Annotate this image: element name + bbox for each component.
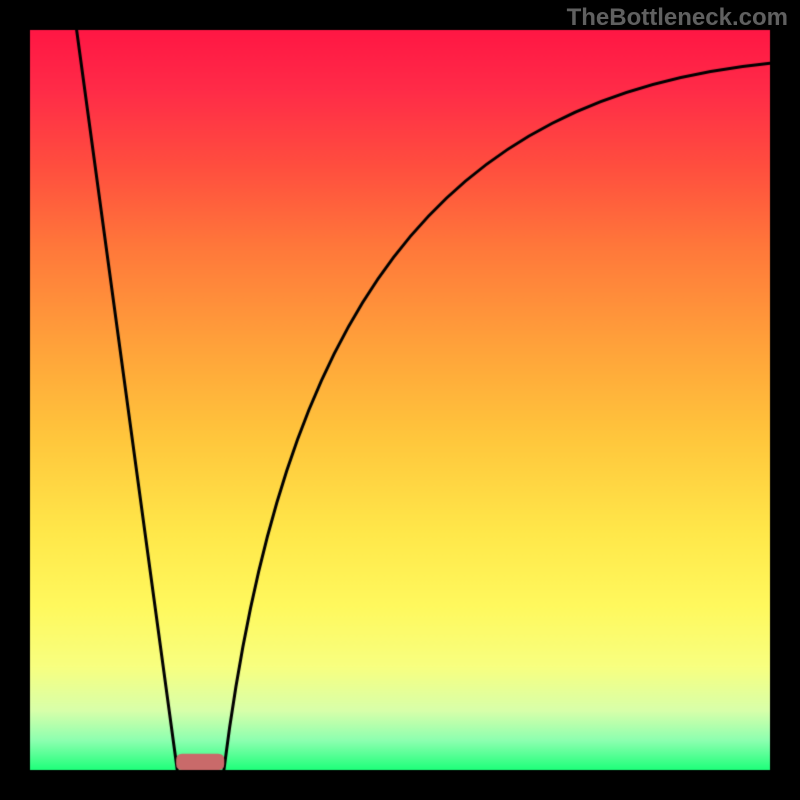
watermark-text: TheBottleneck.com	[567, 4, 788, 32]
bottleneck-chart: TheBottleneck.com	[0, 0, 800, 800]
chart-canvas	[0, 0, 800, 800]
